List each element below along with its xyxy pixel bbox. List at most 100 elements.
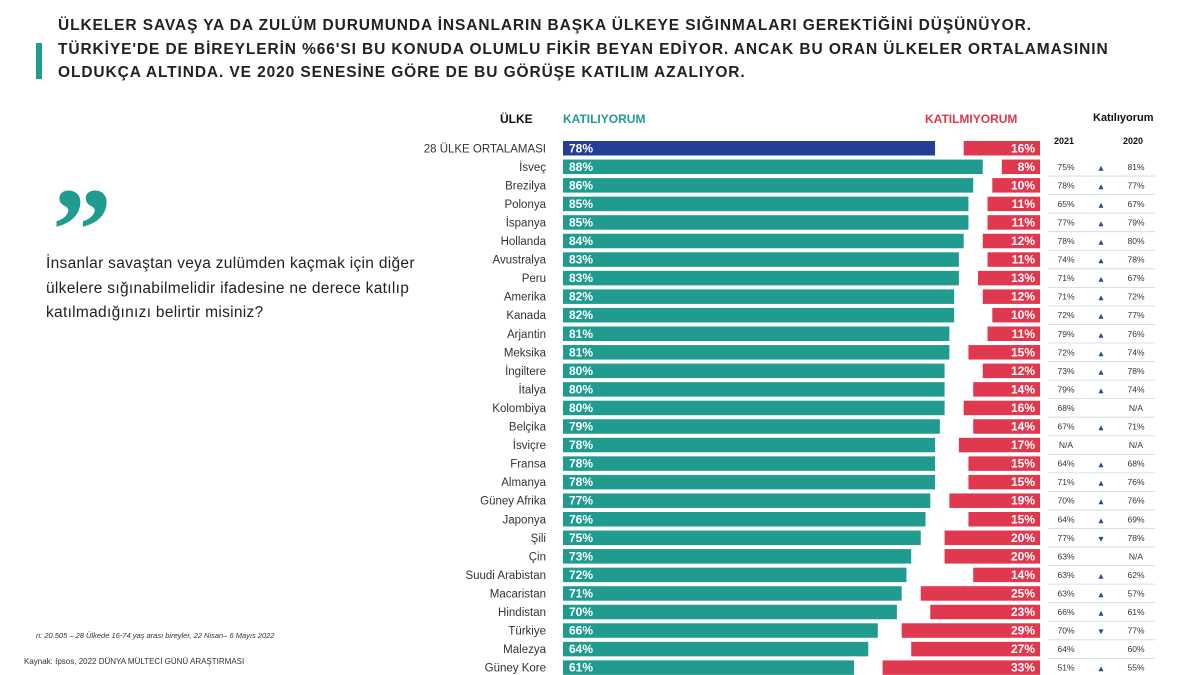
bar-agree-label: 82% (569, 290, 593, 304)
trend-2021-value: 72% (1057, 347, 1074, 357)
bar-disagree (958, 437, 1040, 453)
trend-2020-value: 67% (1127, 273, 1144, 283)
trend-2020-value: 67% (1127, 199, 1144, 209)
bar-disagree (992, 178, 1040, 193)
bar-disagree-label: 17% (1011, 438, 1035, 452)
bar-disagree-label: 33% (1011, 661, 1035, 675)
bar-agree-label: 75% (569, 531, 593, 545)
bar-disagree (987, 252, 1040, 267)
survey-question: İnsanlar savaştan veya zulümden kaçmak i… (46, 255, 415, 321)
trend-2020-value: 60% (1127, 644, 1144, 654)
bar-disagree (968, 456, 1040, 471)
bar-disagree (968, 345, 1040, 360)
bar-agree (563, 363, 945, 379)
trend-2020-value: 68% (1127, 459, 1144, 469)
bar-agree-label: 66% (569, 624, 593, 638)
trend-2021-value: 79% (1057, 384, 1074, 394)
trend-2021-value: 71% (1057, 273, 1074, 283)
bar-agree-label: 80% (569, 401, 593, 415)
category-label: Almanya (501, 477, 546, 489)
trend-2020-value: 80% (1127, 236, 1144, 246)
category-label: Suudi Arabistan (465, 570, 546, 582)
category-label: İtalya (519, 383, 547, 396)
trend-2020-value: 74% (1127, 384, 1144, 394)
trend-2020-value: 61% (1127, 607, 1144, 617)
category-label: Avustralya (493, 255, 547, 267)
bar-disagree (987, 196, 1040, 212)
bar-agree (563, 326, 950, 341)
bar-agree-label: 78% (569, 457, 593, 471)
category-label: İsviçre (513, 439, 546, 452)
bar-disagree (1001, 159, 1040, 175)
bar-agree-label: 71% (569, 586, 593, 600)
category-label: Fransa (510, 459, 546, 471)
trend-2021-value: 66% (1057, 607, 1074, 617)
legend-disagree: KATILMIYORUM (925, 112, 1018, 126)
bar-disagree (920, 586, 1040, 601)
trend-2020-value: 76% (1127, 496, 1144, 506)
bar-disagree (882, 660, 1040, 675)
trend-2021-value: 64% (1057, 514, 1074, 524)
category-label: 28 ÜLKE ORTALAMASI (424, 143, 546, 155)
bar-agree (563, 604, 897, 620)
bar-agree (563, 419, 940, 434)
trend-2020-value: 72% (1127, 292, 1144, 302)
footnote: n: 20.505 – 28 Ülkede 16-74 yaş arası bi… (36, 631, 275, 640)
category-label: İsveç (519, 161, 546, 174)
bar-disagree (992, 307, 1040, 323)
bar-agree (563, 233, 964, 249)
bar-agree-label: 73% (569, 549, 593, 563)
trend-arrow-icon: ▲ (1099, 572, 1104, 580)
trend-arrow-icon: ▲ (1099, 275, 1104, 283)
bar-agree-label: 86% (569, 178, 593, 192)
bar-disagree (987, 326, 1040, 341)
bar-agree-label: 83% (569, 253, 593, 267)
accent-bar (36, 43, 42, 79)
trend-2020-value: 55% (1127, 663, 1144, 673)
category-label: Macaristan (490, 588, 546, 600)
bar-disagree (987, 215, 1040, 230)
trend-2020-value: 78% (1127, 533, 1144, 543)
category-label: Güney Afrika (480, 496, 546, 508)
category-label: Meksika (504, 347, 547, 359)
bar-agree (563, 456, 936, 471)
bar-agree-label: 79% (569, 420, 593, 434)
trend-2020-value: N/A (1129, 551, 1144, 561)
column-header-2021: 2021 (1054, 136, 1075, 146)
column-header-country: ÜLKE (500, 112, 533, 126)
source-note: Kaynak: Ipsos, 2022 DÜNYA MÜLTECİ GÜNÜ A… (24, 657, 245, 666)
trend-2021-value: 70% (1057, 496, 1074, 506)
trend-2020-value: 77% (1127, 626, 1144, 636)
bar-agree (563, 549, 912, 564)
trend-arrow-icon: ▲ (1099, 164, 1104, 172)
bar-agree (563, 270, 959, 286)
bar-agree (563, 141, 936, 156)
bar-agree-label: 81% (569, 327, 593, 341)
bar-disagree-label: 20% (1011, 531, 1035, 545)
bar-disagree-label: 12% (1011, 290, 1035, 304)
category-label: Brezilya (505, 180, 547, 192)
bar-agree (563, 345, 950, 360)
category-label: Malezya (503, 644, 546, 656)
trend-2021-value: 68% (1057, 403, 1074, 413)
trend-2021-value: 79% (1057, 329, 1074, 339)
category-label: Peru (522, 273, 546, 285)
headline: ÜLKELER SAVAŞ YA DA ZULÜM DURUMUNDA İNSA… (58, 17, 1109, 81)
category-label: Hollanda (501, 236, 547, 248)
trend-arrow-icon: ▲ (1099, 331, 1104, 339)
category-label: İngiltere (505, 365, 546, 378)
trend-2021-value: 74% (1057, 255, 1074, 265)
bar-agree-label: 83% (569, 271, 593, 285)
category-label: İspanya (506, 216, 547, 229)
trend-2020-value: 77% (1127, 180, 1144, 190)
trend-2020-value: 62% (1127, 570, 1144, 580)
bar-disagree (973, 382, 1040, 397)
bar-disagree-label: 15% (1011, 457, 1035, 471)
bar-agree (563, 289, 955, 304)
bar-agree (563, 474, 936, 490)
bar-agree (563, 660, 854, 675)
bar-disagree (963, 400, 1040, 416)
bar-agree (563, 307, 955, 323)
bar-disagree-label: 27% (1011, 642, 1035, 656)
category-label: Kolombiya (492, 403, 546, 415)
